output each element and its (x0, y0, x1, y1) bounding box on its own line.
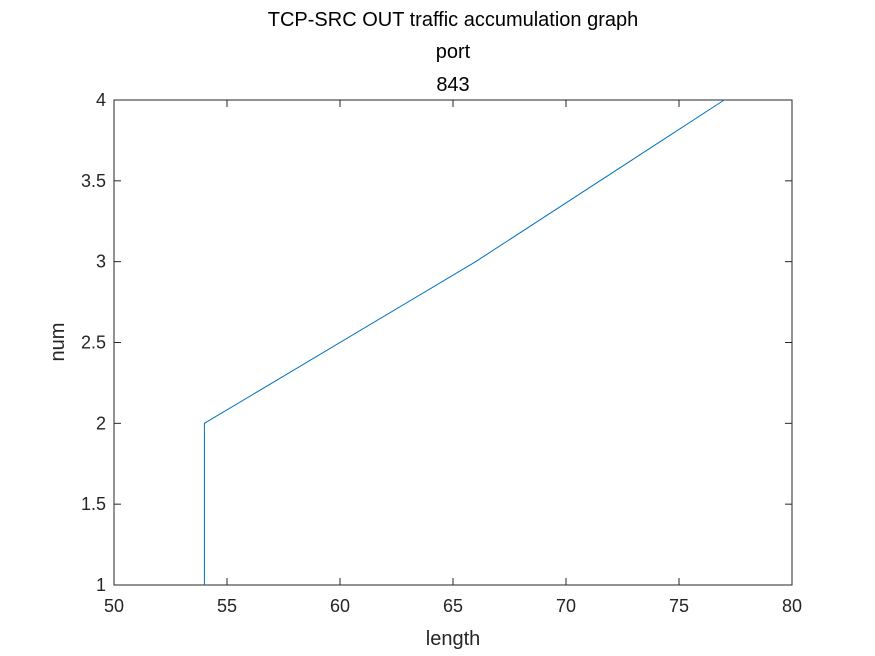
series-layer (203, 99, 725, 585)
y-axis: 1 1.5 2 2.5 3 3.5 4 (81, 90, 792, 595)
y-tick-label: 2.5 (81, 333, 106, 353)
chart-title-line-1: TCP-SRC OUT traffic accumulation graph (268, 9, 639, 31)
x-tick-label: 65 (443, 596, 463, 616)
x-tick-label: 80 (782, 596, 802, 616)
y-tick-label: 2 (96, 413, 106, 433)
y-tick-label: 4 (96, 90, 106, 110)
x-tick-label: 50 (104, 596, 124, 616)
chart-title-line-3: 843 (436, 74, 469, 96)
x-tick-label: 55 (217, 596, 237, 616)
x-tick-label: 70 (556, 596, 576, 616)
plot-area (113, 99, 793, 586)
x-axis-label: length (426, 628, 481, 650)
y-axis-label: num (47, 323, 69, 362)
y-tick-label: 1.5 (81, 494, 106, 514)
y-tick-label: 3.5 (81, 171, 106, 191)
x-tick-label: 60 (330, 596, 350, 616)
y-tick-label: 1 (96, 575, 106, 595)
series-line (203, 99, 725, 585)
x-tick-label: 75 (669, 596, 689, 616)
chart-title-line-2: port (436, 41, 471, 63)
x-axis: 50 55 60 65 70 75 80 (104, 100, 802, 616)
y-tick-label: 3 (96, 252, 106, 272)
